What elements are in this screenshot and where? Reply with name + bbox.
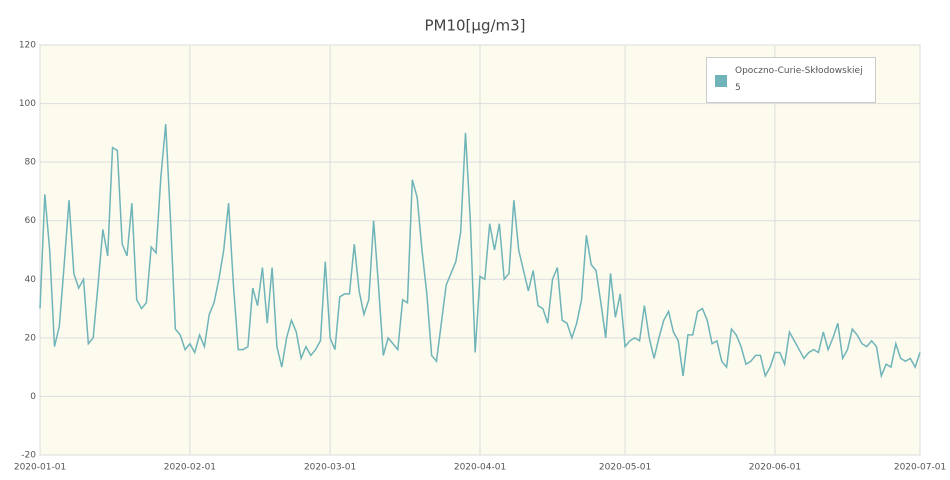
data-line [39, 124, 921, 379]
chart-title: PM10[µg/m3] [424, 17, 525, 35]
legend-label: Opoczno-Curie-Skłodowskiej 5 [735, 66, 863, 93]
x-tick-label: 2020-05-01 [599, 463, 651, 473]
y-tick-label: -20 [21, 451, 36, 461]
y-tick-label: 60 [25, 216, 37, 226]
y-tick-label: 20 [25, 333, 37, 343]
x-tick-label: 2020-03-01 [304, 463, 356, 473]
y-tick-label: 80 [25, 158, 37, 168]
x-tick-label: 2020-06-01 [749, 463, 801, 473]
x-tick-label: 2020-01-01 [14, 463, 66, 473]
x-tick-label: 2020-02-01 [164, 463, 216, 473]
legend-swatch [715, 75, 727, 87]
legend: Opoczno-Curie-Skłodowskiej 5 [706, 57, 876, 103]
y-tick-label: 120 [19, 41, 36, 51]
y-tick-label: 40 [25, 275, 37, 285]
y-tick-label: 0 [30, 392, 36, 402]
y-tick-label: 100 [19, 99, 36, 109]
x-tick-label: 2020-04-01 [454, 463, 506, 473]
x-tick-label: 2020-07-01 [894, 463, 946, 473]
